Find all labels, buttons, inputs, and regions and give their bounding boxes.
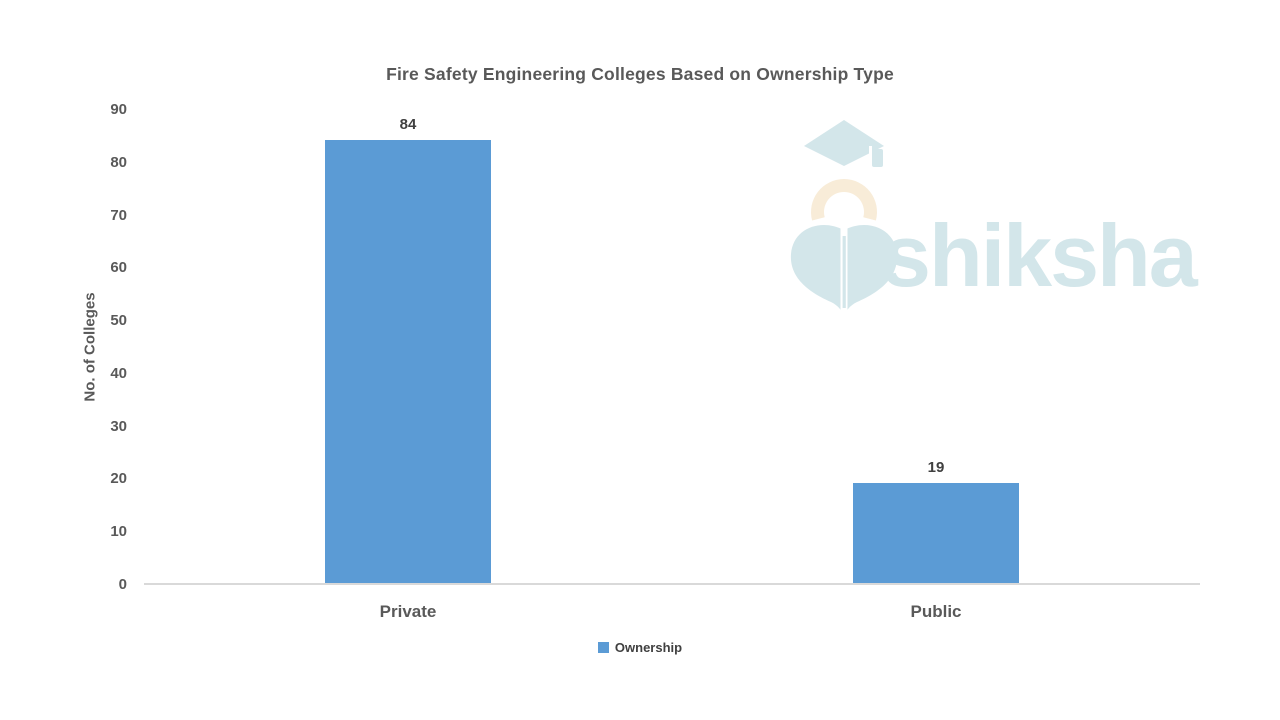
bar-value-label: 19 <box>927 458 945 476</box>
legend: Ownership <box>0 640 1280 655</box>
y-tick-label: 30 <box>110 417 127 435</box>
watermark-brand-text: shiksha <box>882 206 1198 305</box>
chart-title: Fire Safety Engineering Colleges Based o… <box>386 64 894 84</box>
cap-tassel-icon <box>872 149 883 167</box>
y-tick-label: 0 <box>118 576 127 593</box>
x-axis-category-labels: Private Public <box>144 587 1200 622</box>
bar-public <box>853 482 1019 583</box>
bar-value-label: 84 <box>399 115 417 133</box>
shiksha-watermark: shiksha <box>785 112 1230 317</box>
y-tick-label: 20 <box>110 470 127 488</box>
category-slot: 84 <box>144 110 672 583</box>
y-tick-label: 80 <box>110 153 127 171</box>
y-tick-label: 50 <box>110 312 127 330</box>
y-tick-label: 60 <box>110 259 127 277</box>
shiksha-logo-icon <box>790 120 898 317</box>
y-tick-label: 10 <box>110 523 127 541</box>
y-axis-ticks: 0 10 20 30 40 50 60 70 80 90 <box>0 101 127 593</box>
pen-stem-icon <box>842 236 846 308</box>
legend-label: Ownership <box>614 640 683 655</box>
graduation-cap-icon <box>804 120 884 166</box>
plot-area: 84 19 <box>144 110 1200 585</box>
y-tick-label: 70 <box>110 206 127 224</box>
bar-private <box>325 139 491 583</box>
category-slot: 19 <box>672 110 1200 583</box>
y-tick-label: 40 <box>110 364 127 382</box>
legend-swatch-icon <box>597 642 609 653</box>
collar-arc-icon <box>811 179 877 221</box>
category-label-private: Private <box>379 602 437 621</box>
y-tick-label: 90 <box>110 101 127 118</box>
category-label-public: Public <box>910 602 962 621</box>
